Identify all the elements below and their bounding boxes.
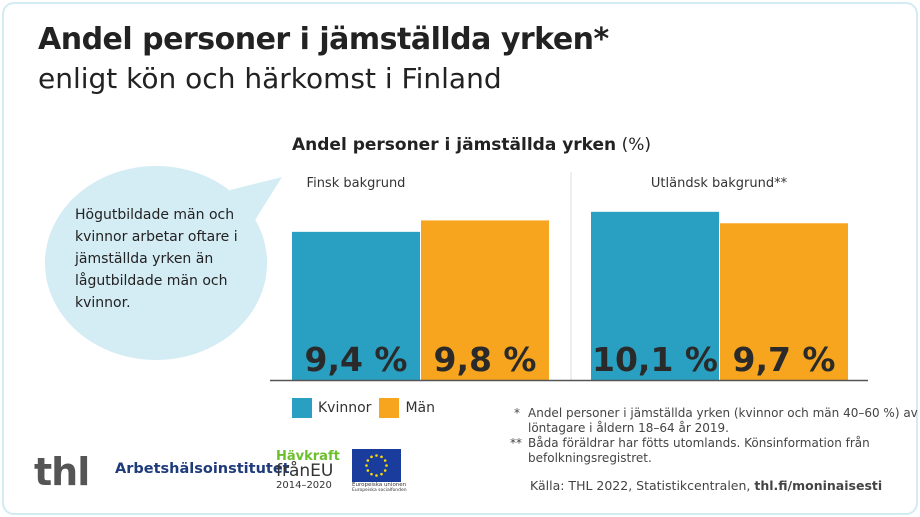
- legend-label: Män: [405, 400, 435, 416]
- data-label: 9,7 %: [732, 340, 835, 379]
- legend-swatch-man: [379, 398, 400, 418]
- footnote: * Andel personer i jämställda yrken (kvin…: [514, 406, 920, 436]
- thl-logo: thl: [34, 450, 90, 494]
- source-link[interactable]: thl.fi/moninaisesti: [754, 478, 883, 493]
- data-label: 9,8 %: [433, 340, 536, 379]
- footnote-mark: *: [514, 406, 520, 420]
- bar-kvinnor: [591, 211, 719, 380]
- source-text: Källa: THL 2022, Statistikcentralen,: [530, 478, 755, 493]
- speech-bubble: [45, 166, 282, 360]
- footnote: ** Båda föräldrar har fötts utomlands. Kö…: [510, 436, 920, 466]
- group-label: Finsk bakgrund: [307, 176, 406, 191]
- legend: Kvinnor Män: [292, 398, 443, 418]
- eu-text: Europeiska unionen: [352, 482, 407, 488]
- footnote-text: Andel personer i jämställda yrken (kvinn…: [528, 406, 918, 435]
- data-label: 9,4 %: [304, 340, 407, 379]
- footnote-mark: **: [510, 436, 522, 450]
- havkraft-line: Hävkraft: [276, 449, 340, 464]
- eu-text: Europeiska socialfonden: [352, 488, 407, 493]
- bubble-text: Högutbildade män och kvinnor arbetar oft…: [75, 207, 238, 311]
- chart-title: Andel personer i jämställda yrken (%): [292, 135, 651, 155]
- footnote-text: Båda föräldrar har fötts utomlands. Köns…: [528, 436, 870, 465]
- eu-logo: Europeiska unionen Europeiska socialfond…: [352, 449, 407, 494]
- bar-man: [421, 220, 549, 380]
- footnotes: * Andel personer i jämställda yrken (kvin…: [510, 406, 920, 466]
- group-label: Utländsk bakgrund**: [651, 176, 788, 191]
- havkraft-logo: Hävkraft frånEU 2014–2020: [276, 450, 340, 492]
- havkraft-line: frånEU: [276, 461, 334, 481]
- page-title: Andel personer i jämställda yrken*: [38, 22, 609, 57]
- eu-flag-icon: [352, 449, 401, 482]
- havkraft-line: 2014–2020: [276, 480, 332, 491]
- source: Källa: THL 2022, Statistikcentralen, thl…: [530, 478, 882, 493]
- page-subtitle: enligt kön och härkomst i Finland: [38, 62, 502, 95]
- chart-title-unit: (%): [621, 135, 651, 155]
- data-label: 10,1 %: [592, 340, 718, 379]
- arbetshalsoinstitutet-logo: Arbetshälsoinstitutet: [115, 461, 290, 477]
- bar-man: [720, 223, 848, 380]
- chart-title-text: Andel personer i jämställda yrken: [292, 135, 617, 155]
- legend-swatch-kvinnor: [292, 398, 312, 418]
- bar-kvinnor: [292, 231, 420, 380]
- legend-label: Kvinnor: [318, 400, 372, 416]
